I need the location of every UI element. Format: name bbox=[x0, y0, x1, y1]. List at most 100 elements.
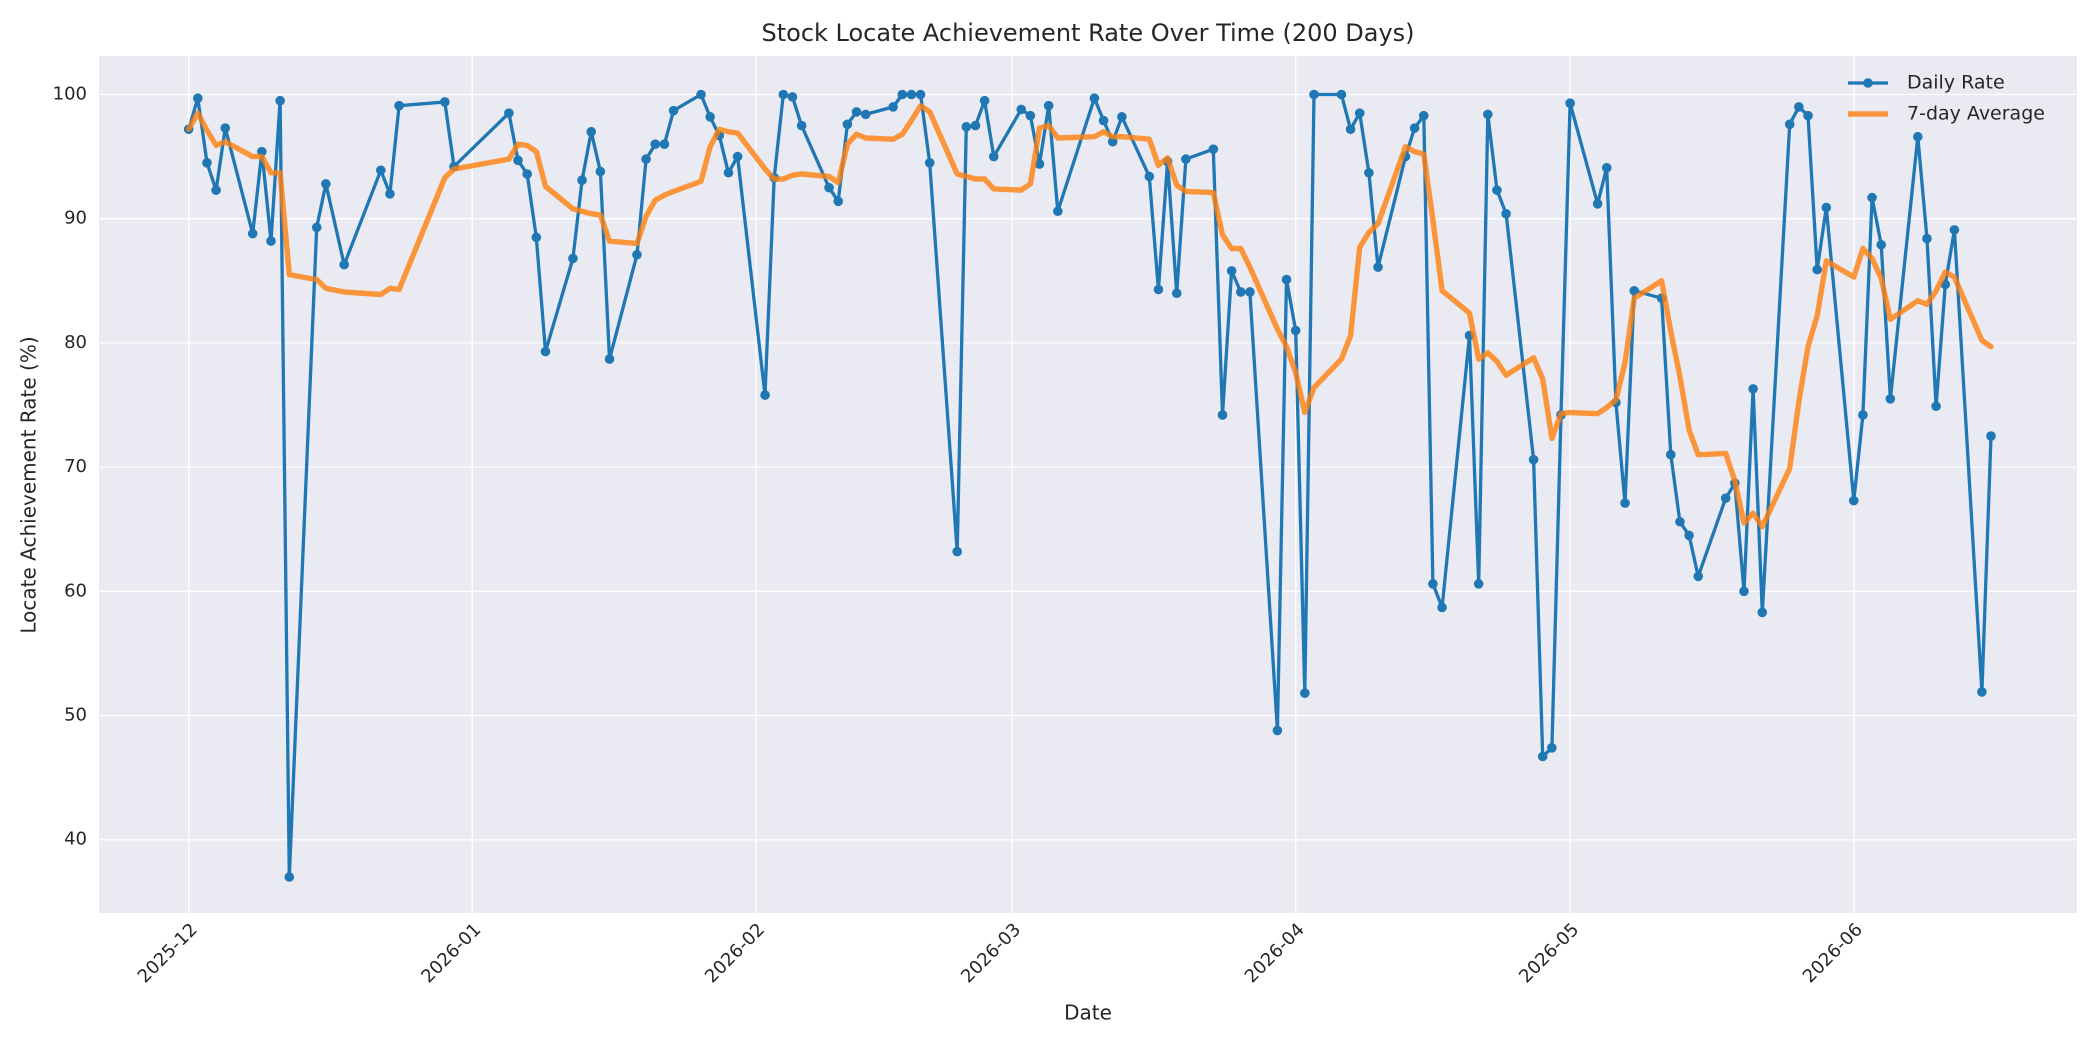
x-tick-label: 2026-01 bbox=[417, 919, 485, 987]
y-tick-label: 40 bbox=[64, 829, 87, 850]
data-point bbox=[1300, 688, 1310, 698]
data-point bbox=[833, 196, 844, 207]
y-axis-label: Locate Achievement Rate (%) bbox=[17, 336, 41, 633]
data-point bbox=[860, 109, 871, 120]
data-point bbox=[650, 139, 661, 149]
data-point bbox=[1949, 225, 1960, 235]
data-point bbox=[668, 105, 679, 116]
x-tick-label: 2026-06 bbox=[1799, 919, 1867, 987]
legend-label: Daily Rate bbox=[1907, 72, 2005, 94]
data-point bbox=[1501, 208, 1511, 219]
data-point bbox=[1364, 167, 1374, 178]
data-point bbox=[1986, 431, 1996, 441]
data-point bbox=[1876, 239, 1887, 250]
data-point bbox=[1977, 687, 1987, 697]
data-point bbox=[888, 102, 898, 112]
data-point bbox=[796, 120, 807, 131]
data-point bbox=[1281, 274, 1292, 285]
data-point bbox=[1235, 287, 1246, 297]
data-point bbox=[723, 167, 734, 178]
y-tick-label: 70 bbox=[64, 456, 87, 477]
data-point bbox=[851, 107, 862, 117]
data-point bbox=[732, 151, 743, 162]
data-point bbox=[1528, 454, 1539, 465]
data-point bbox=[970, 120, 981, 131]
data-point bbox=[1858, 410, 1868, 420]
data-point bbox=[577, 175, 587, 186]
marks bbox=[183, 89, 1996, 882]
data-point bbox=[1171, 288, 1182, 299]
data-point bbox=[979, 95, 990, 106]
x-tick-label: 2026-05 bbox=[1515, 919, 1583, 987]
data-point bbox=[1043, 100, 1054, 111]
data-point bbox=[220, 123, 231, 133]
data-point bbox=[1784, 119, 1795, 130]
data-point bbox=[1089, 93, 1100, 104]
data-point bbox=[604, 354, 615, 364]
data-point bbox=[568, 253, 578, 264]
data-point bbox=[1931, 401, 1941, 412]
data-point bbox=[705, 112, 715, 122]
y-tick-label: 50 bbox=[64, 705, 87, 726]
data-point bbox=[961, 121, 972, 132]
data-point bbox=[266, 236, 276, 246]
grid bbox=[99, 56, 2077, 913]
data-point bbox=[1245, 287, 1255, 297]
data-point bbox=[1620, 498, 1630, 508]
data-point bbox=[1492, 185, 1502, 195]
data-point bbox=[1885, 394, 1896, 404]
data-point bbox=[988, 151, 999, 162]
data-point bbox=[1217, 410, 1228, 420]
data-point bbox=[1794, 102, 1804, 112]
data-point bbox=[824, 182, 834, 193]
y-tick-label: 100 bbox=[53, 84, 87, 105]
data-point bbox=[202, 158, 212, 168]
data-point bbox=[1354, 108, 1365, 118]
data-point bbox=[1016, 104, 1027, 115]
data-point bbox=[247, 228, 258, 239]
x-tick-label: 2026-04 bbox=[1241, 919, 1309, 987]
legend: Daily Rate 7-day Average bbox=[1848, 72, 2045, 125]
data-point bbox=[696, 89, 706, 100]
data-point bbox=[394, 100, 404, 111]
legend-label: 7-day Average bbox=[1907, 103, 2045, 125]
x-tick-label: 2026-02 bbox=[701, 919, 769, 987]
data-point bbox=[1034, 159, 1045, 169]
data-point bbox=[1208, 144, 1219, 154]
data-point bbox=[1803, 110, 1813, 121]
data-point bbox=[1867, 192, 1877, 203]
x-tick-label: 2025-12 bbox=[134, 919, 202, 987]
data-point bbox=[1665, 449, 1676, 460]
data-point bbox=[1290, 325, 1301, 336]
data-point bbox=[531, 232, 542, 243]
data-point bbox=[1757, 607, 1768, 618]
data-point bbox=[1483, 109, 1493, 120]
data-point bbox=[1922, 233, 1932, 244]
data-point bbox=[522, 169, 532, 179]
x-tick-label: 2026-03 bbox=[957, 919, 1025, 987]
data-point bbox=[1821, 202, 1832, 213]
data-point bbox=[1336, 89, 1347, 100]
data-point bbox=[1720, 493, 1731, 503]
data-point bbox=[193, 93, 203, 104]
data-point bbox=[1098, 115, 1109, 126]
data-point bbox=[513, 155, 523, 166]
data-point bbox=[915, 89, 926, 100]
data-point bbox=[1181, 154, 1191, 164]
data-point bbox=[1739, 586, 1749, 597]
x-axis-label: Date bbox=[1064, 1001, 1112, 1025]
data-point bbox=[924, 158, 935, 168]
data-point bbox=[778, 89, 789, 100]
data-point bbox=[284, 872, 295, 882]
data-point bbox=[1848, 495, 1859, 506]
series-line bbox=[186, 103, 1994, 530]
data-point bbox=[1226, 266, 1237, 276]
y-tick-label: 90 bbox=[64, 208, 87, 229]
data-point bbox=[1437, 602, 1447, 613]
data-point bbox=[842, 119, 853, 130]
y-tick-label: 80 bbox=[64, 332, 87, 353]
data-point bbox=[1025, 110, 1036, 121]
data-point bbox=[1592, 199, 1603, 209]
data-point bbox=[659, 139, 670, 149]
data-point bbox=[1913, 131, 1923, 142]
